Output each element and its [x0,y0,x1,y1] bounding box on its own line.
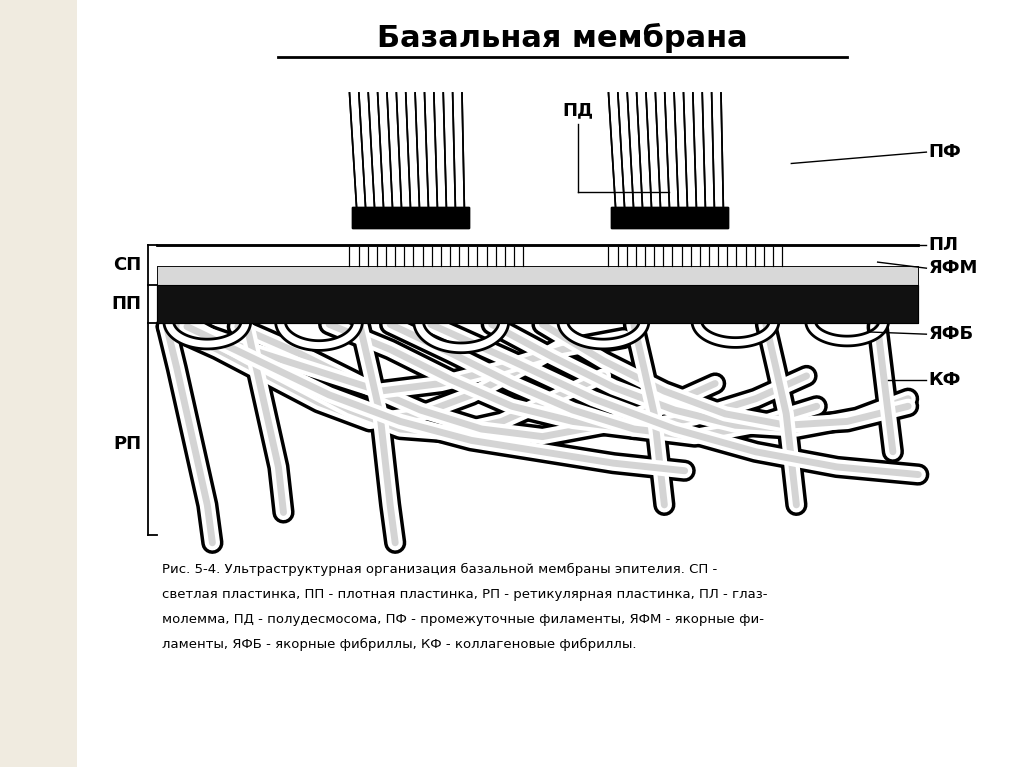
Text: КФ: КФ [929,370,961,389]
Text: РП: РП [114,435,141,453]
Text: ПФ: ПФ [929,143,962,161]
Text: Рис. 5-4. Ультраструктурная организация базальной мембраны эпителия. СП -: Рис. 5-4. Ультраструктурная организация … [162,563,717,576]
Bar [352,207,469,228]
Text: светлая пластинка, ПП - плотная пластинка, РП - ретикулярная пластинка, ПЛ - гла: светлая пластинка, ПП - плотная пластинк… [162,588,767,601]
Bar [157,285,919,323]
Text: ЯФМ: ЯФМ [929,259,978,277]
Text: ПД: ПД [562,101,594,120]
Text: Базальная мембрана: Базальная мембрана [378,23,749,54]
Bar [611,207,728,228]
Bar [352,207,469,228]
Text: ЯФБ: ЯФБ [929,325,974,343]
Bar [157,266,919,285]
Text: СП: СП [113,256,141,274]
Text: ПЛ: ПЛ [929,236,958,255]
Bar [611,207,728,228]
Text: ПП: ПП [112,295,141,313]
Bar [157,285,919,323]
Text: молемма, ПД - полудесмосома, ПФ - промежуточные филаменты, ЯФМ - якорные фи-: молемма, ПД - полудесмосома, ПФ - промеж… [162,613,764,626]
Text: ламенты, ЯФБ - якорные фибриллы, КФ - коллагеновые фибриллы.: ламенты, ЯФБ - якорные фибриллы, КФ - ко… [162,638,636,651]
Bar [157,266,919,285]
